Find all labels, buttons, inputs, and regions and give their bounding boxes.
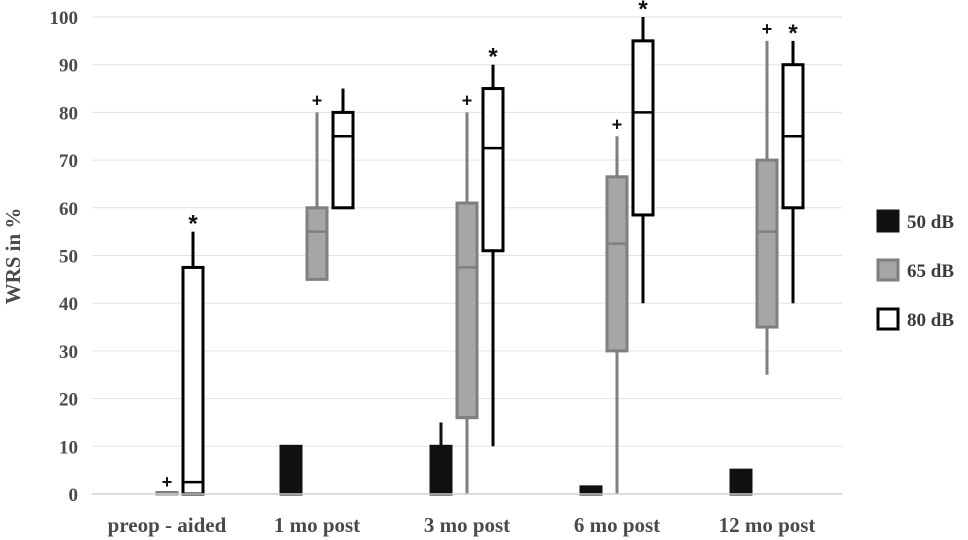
y-axis-title: WRS in % (1, 208, 25, 305)
y-tick-label: 60 (59, 199, 78, 220)
box (429, 444, 453, 496)
plus-marker: + (312, 90, 323, 110)
box (331, 110, 355, 210)
box (481, 87, 505, 253)
x-category-label: 1 mo post (274, 513, 360, 537)
plus-marker: + (462, 90, 473, 110)
box (729, 468, 753, 496)
y-tick-label: 20 (59, 390, 78, 411)
y-tick-label: 10 (59, 437, 78, 458)
y-tick-label: 50 (59, 247, 78, 268)
asterisk-marker: * (788, 20, 798, 47)
box (455, 201, 479, 420)
legend-label: 65 dB (907, 261, 954, 282)
y-tick-label: 90 (59, 56, 78, 77)
x-category-label: preop - aided (108, 513, 227, 537)
box (279, 444, 303, 496)
legend-swatch (876, 209, 900, 233)
plus-marker: + (762, 19, 773, 39)
y-tick-label: 100 (50, 8, 79, 29)
plus-marker: + (162, 472, 173, 492)
legend: 50 dB 65 dB 80 dB (876, 209, 954, 331)
y-tick-label: 40 (59, 294, 78, 315)
plus-marker: + (612, 114, 623, 134)
legend-label: 50 dB (907, 212, 954, 233)
significance-markers: + * + + * + * + * (162, 0, 799, 492)
box (755, 158, 779, 329)
y-tick-label: 80 (59, 103, 78, 124)
x-category-label: 3 mo post (424, 513, 510, 537)
box (605, 175, 629, 353)
asterisk-marker: * (488, 44, 498, 71)
box (305, 206, 329, 281)
x-axis-category-labels: preop - aided 1 mo post 3 mo post 6 mo post… (108, 513, 816, 537)
asterisk-marker: * (188, 211, 198, 238)
legend-label: 80 dB (907, 310, 954, 331)
y-axis-tick-labels: 0 10 20 30 40 50 60 70 80 90 100 (50, 8, 79, 506)
box (181, 265, 205, 496)
legend-swatch (876, 307, 900, 331)
y-tick-label: 70 (59, 151, 78, 172)
x-category-label: 6 mo post (574, 513, 660, 537)
y-tick-label: 0 (69, 485, 79, 506)
x-category-label: 12 mo post (719, 513, 816, 537)
box (631, 39, 655, 217)
asterisk-marker: * (638, 0, 648, 23)
y-tick-label: 30 (59, 342, 78, 363)
box-series (155, 17, 805, 496)
legend-swatch (876, 258, 900, 282)
